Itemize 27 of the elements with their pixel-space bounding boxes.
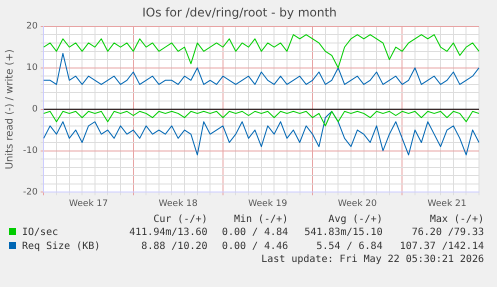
x-tick-label: Week 18 bbox=[158, 198, 198, 209]
text: Max (-/+) bbox=[428, 214, 485, 226]
x-tick-label: Week 17 bbox=[69, 198, 108, 209]
y-tick-label: 10 bbox=[26, 63, 38, 74]
y-tick-label: -20 bbox=[22, 188, 38, 198]
text: 541.83m/15.10 bbox=[303, 226, 384, 240]
text: Cur (-/+) bbox=[152, 214, 209, 226]
text: 0.00 / 4.46 bbox=[220, 240, 290, 254]
y-tick-label: 0 bbox=[32, 104, 38, 115]
text: 8.88 /10.20 bbox=[140, 240, 209, 254]
text: 0.00 / 4.84 bbox=[220, 226, 290, 240]
text: 76.20 /79.33 bbox=[410, 226, 485, 240]
text: Last update: Fri May 22 05:30:21 2026 bbox=[260, 254, 485, 266]
text: Avg (-/+) bbox=[327, 214, 384, 226]
y-tick-label: 20 bbox=[26, 22, 38, 32]
x-tick-label: Week 19 bbox=[248, 198, 288, 209]
text: Min (-/+) bbox=[232, 214, 290, 226]
text: 411.94m/13.60 bbox=[128, 226, 209, 240]
legend-label: IO/sec bbox=[21, 226, 60, 240]
text: 5.54 / 6.84 bbox=[315, 240, 384, 254]
text: 107.37 /142.14 bbox=[398, 240, 485, 254]
x-tick-label: Week 21 bbox=[428, 198, 466, 209]
y-axis-title: Units read (-) / write (+) bbox=[4, 49, 16, 170]
legend-label: Req Size (KB) bbox=[21, 240, 102, 254]
chart-title: IOs for /dev/ring/root - by month bbox=[142, 5, 337, 20]
y-tick-label: -10 bbox=[22, 146, 38, 156]
x-tick-label: Week 20 bbox=[338, 198, 378, 209]
